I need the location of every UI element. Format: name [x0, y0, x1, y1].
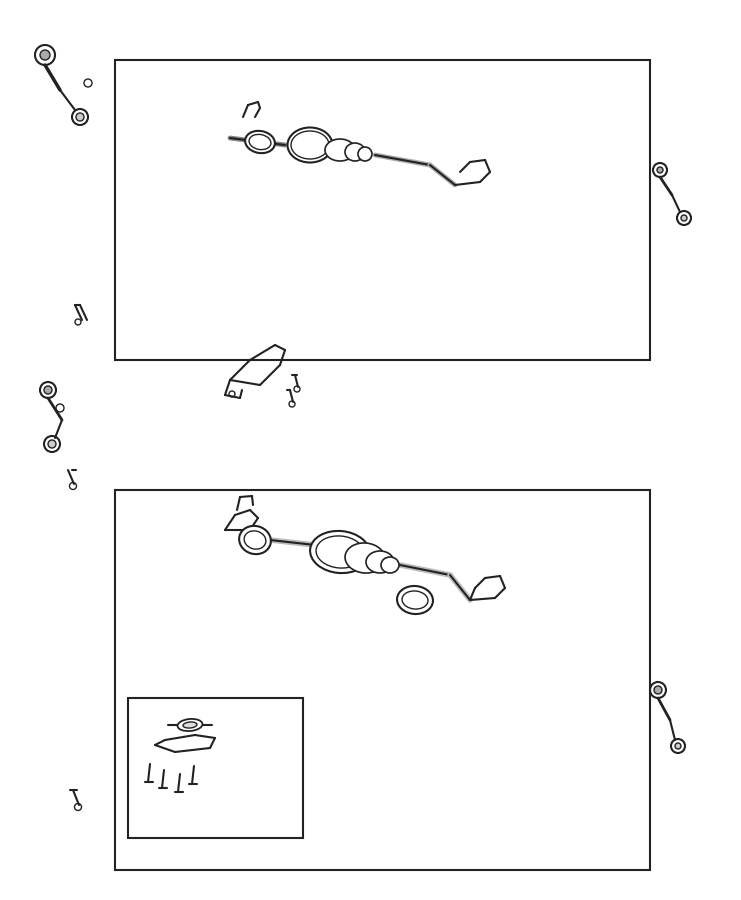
Bar	[128, 698, 303, 838]
Circle shape	[681, 215, 687, 221]
Circle shape	[657, 167, 663, 173]
Circle shape	[621, 215, 631, 225]
Circle shape	[654, 686, 662, 694]
Circle shape	[623, 218, 628, 222]
Circle shape	[40, 382, 56, 398]
Circle shape	[650, 682, 666, 698]
Circle shape	[72, 109, 88, 125]
Circle shape	[160, 765, 166, 771]
Circle shape	[675, 743, 681, 749]
Ellipse shape	[249, 134, 271, 149]
Circle shape	[203, 744, 211, 752]
Ellipse shape	[178, 719, 202, 731]
Circle shape	[294, 386, 300, 392]
Circle shape	[75, 804, 82, 811]
Circle shape	[40, 50, 50, 60]
Circle shape	[84, 79, 92, 87]
Circle shape	[490, 588, 499, 597]
Circle shape	[476, 172, 484, 180]
Circle shape	[44, 436, 60, 452]
Circle shape	[620, 755, 630, 765]
Circle shape	[75, 319, 81, 325]
Ellipse shape	[345, 543, 385, 573]
Ellipse shape	[183, 722, 197, 728]
Polygon shape	[230, 120, 265, 145]
Circle shape	[76, 113, 84, 121]
Circle shape	[418, 609, 426, 617]
Bar	[115, 60, 650, 360]
Circle shape	[146, 759, 152, 765]
Ellipse shape	[244, 531, 266, 549]
Ellipse shape	[310, 531, 370, 573]
Circle shape	[48, 440, 56, 448]
Circle shape	[258, 548, 266, 556]
Circle shape	[625, 725, 635, 735]
Circle shape	[176, 769, 182, 775]
Circle shape	[653, 163, 667, 177]
Circle shape	[169, 746, 177, 754]
Circle shape	[229, 391, 235, 397]
Circle shape	[628, 727, 633, 733]
Circle shape	[56, 404, 64, 412]
Circle shape	[35, 45, 55, 65]
Circle shape	[677, 211, 691, 225]
Ellipse shape	[239, 526, 271, 554]
Circle shape	[290, 140, 300, 150]
Circle shape	[250, 101, 256, 107]
Circle shape	[315, 140, 325, 150]
Circle shape	[70, 482, 76, 490]
Ellipse shape	[288, 128, 333, 163]
Bar	[115, 490, 650, 870]
Ellipse shape	[366, 551, 394, 573]
Circle shape	[300, 140, 310, 150]
Ellipse shape	[402, 591, 428, 609]
Ellipse shape	[316, 536, 364, 568]
Circle shape	[403, 608, 411, 616]
Circle shape	[244, 548, 252, 556]
Circle shape	[241, 494, 247, 501]
Circle shape	[289, 401, 295, 407]
Circle shape	[44, 386, 52, 394]
Ellipse shape	[381, 557, 399, 573]
Ellipse shape	[325, 139, 355, 161]
Circle shape	[671, 739, 685, 753]
Circle shape	[622, 758, 628, 762]
Ellipse shape	[358, 147, 372, 161]
Ellipse shape	[245, 130, 275, 153]
Ellipse shape	[345, 143, 365, 161]
Ellipse shape	[397, 586, 433, 614]
Circle shape	[190, 761, 196, 767]
Ellipse shape	[291, 131, 329, 159]
